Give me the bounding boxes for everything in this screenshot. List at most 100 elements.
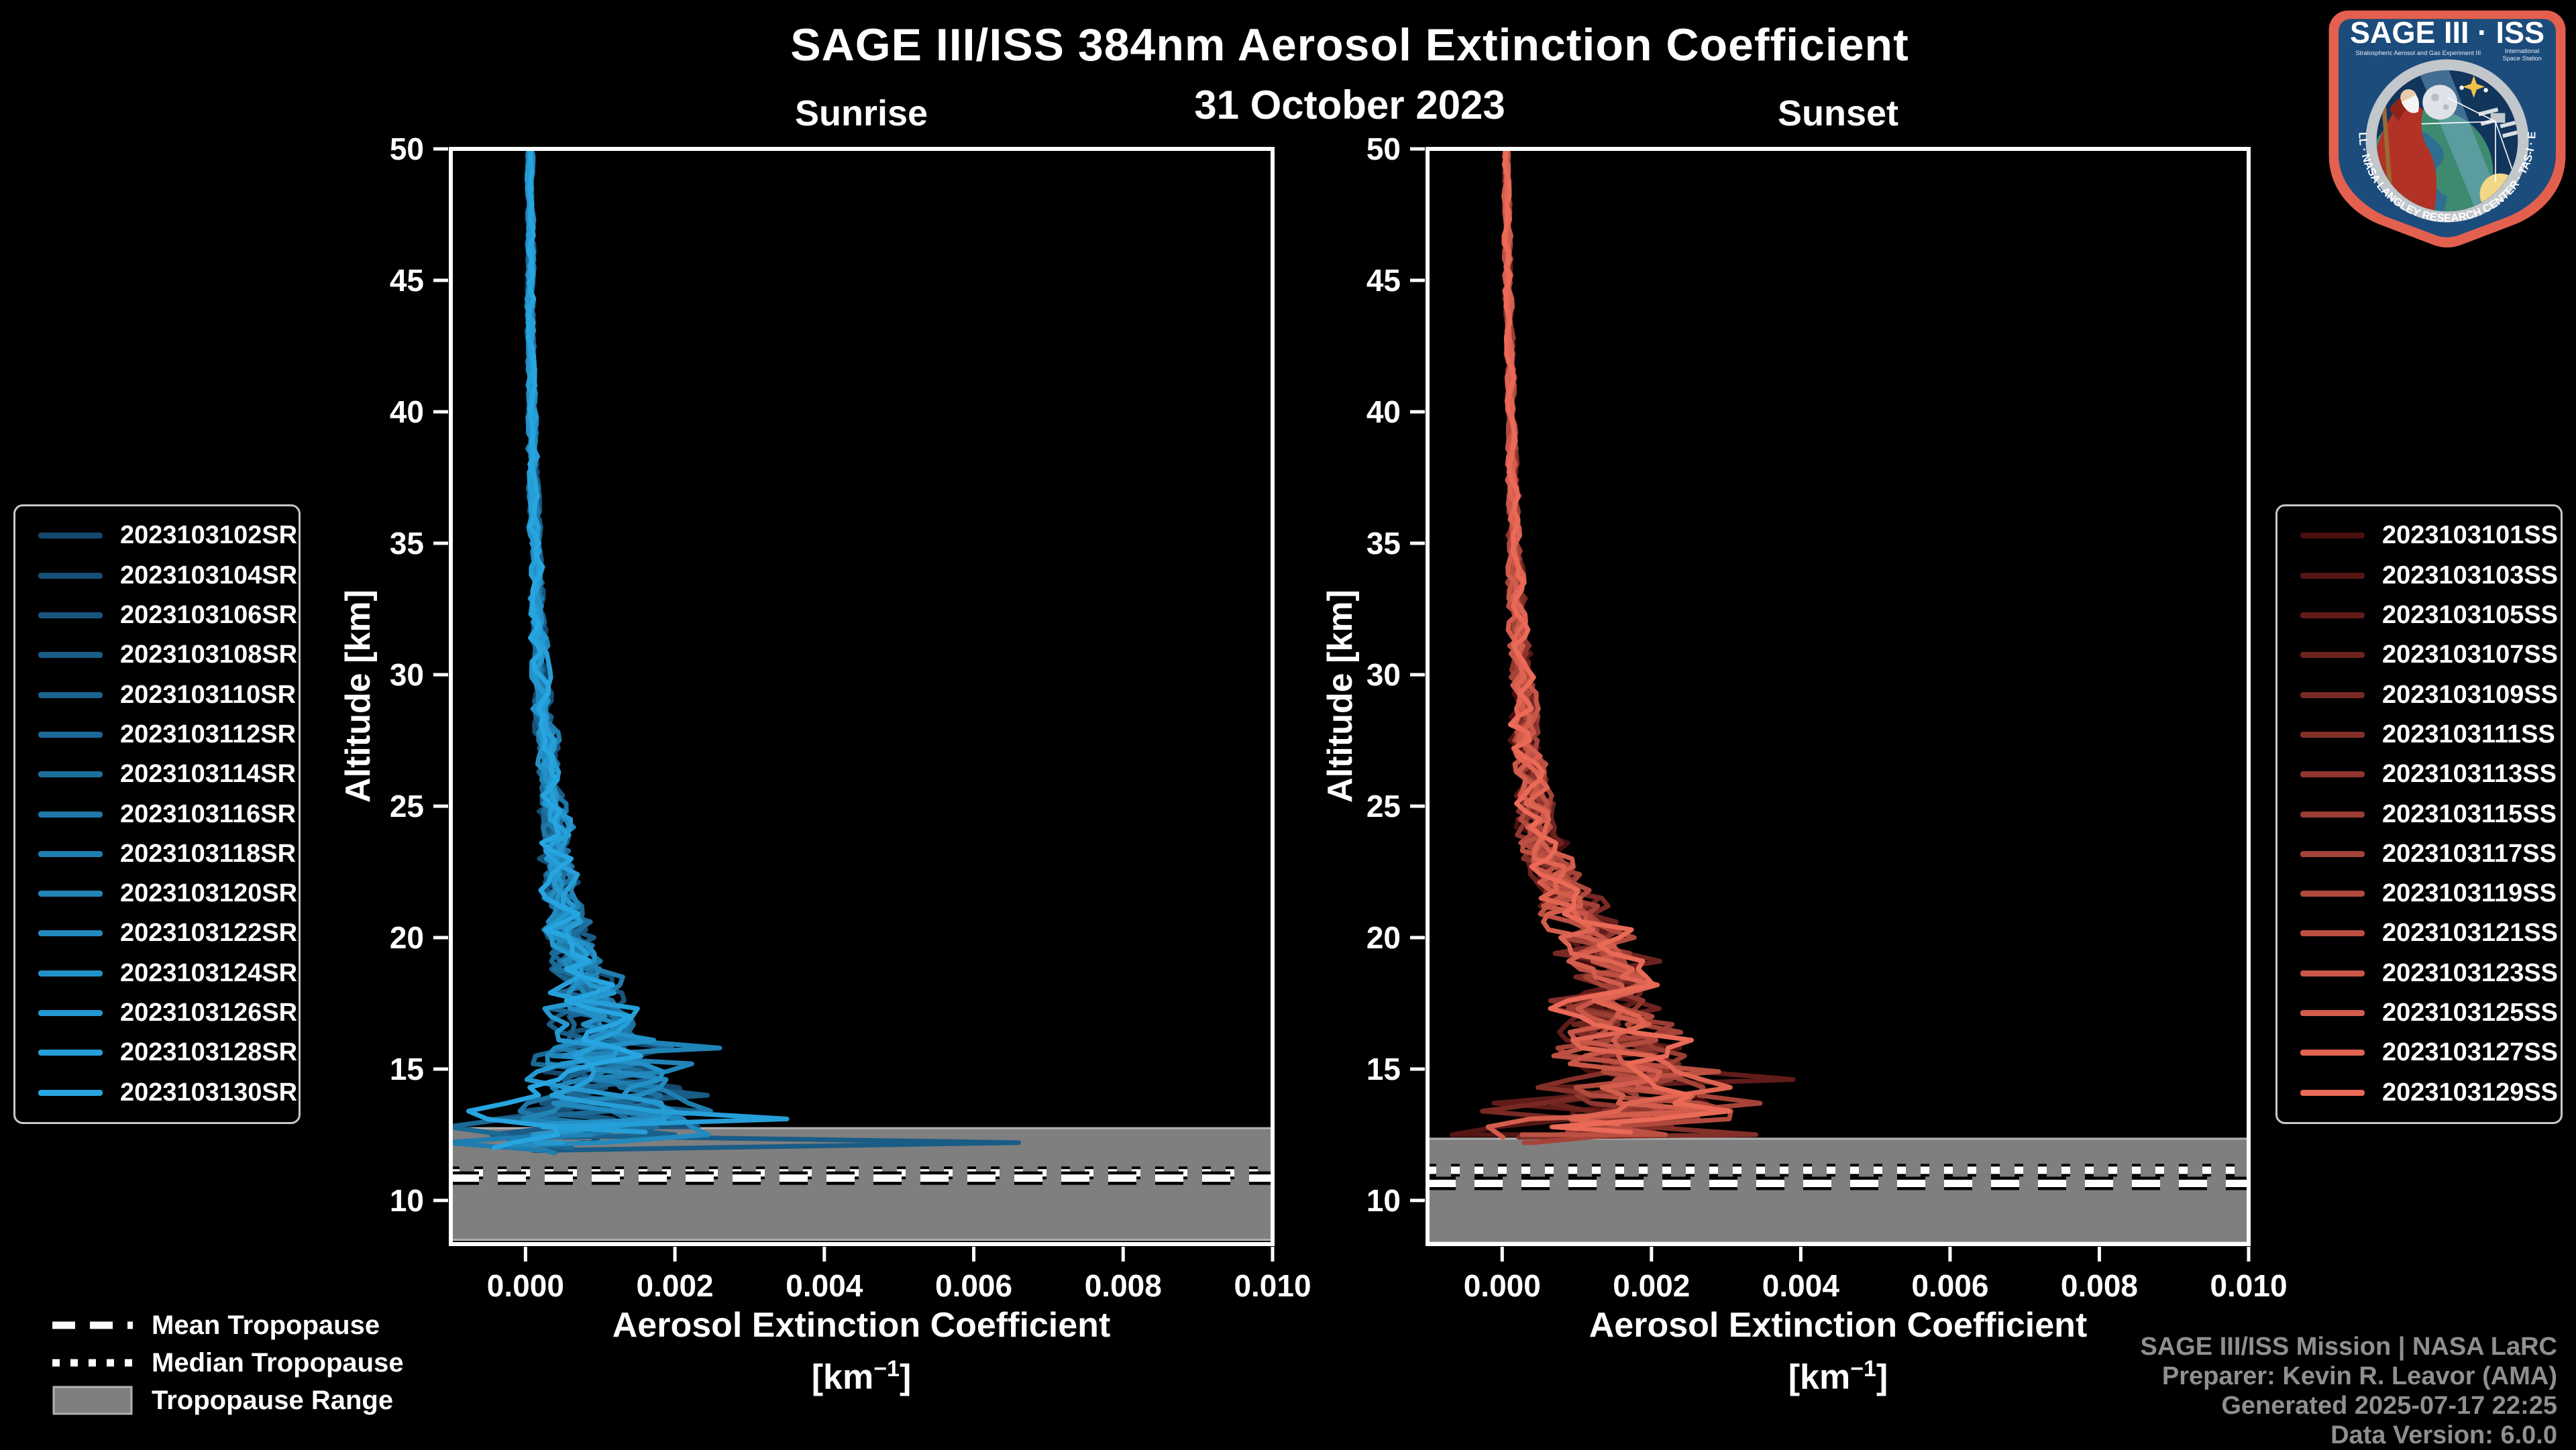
logo-star-dot — [2459, 85, 2464, 91]
legend-item-label: 2023103114SR — [120, 760, 297, 789]
legend-sunset: 2023103101SS 2023103103SS 2023103105SS 2023… — [2275, 504, 2563, 1124]
legend-item-label: 2023103119SS — [2382, 879, 2557, 908]
legend-item-2023103127SS: 2023103127SS — [2277, 1038, 2561, 1067]
legend-item-2023103119SS: 2023103119SS — [2277, 879, 2561, 908]
x-tick-label: 0.002 — [637, 1268, 714, 1303]
x-tick-label: 0.010 — [2210, 1268, 2287, 1303]
legend-item-2023103111SS: 2023103111SS — [2277, 720, 2561, 749]
legend-item-label: 2023103104SR — [120, 561, 298, 590]
main-title: SAGE III/ISS 384nm Aerosol Extinction Co… — [790, 19, 1909, 70]
legend-item-label: 2023103105SS — [2382, 600, 2559, 629]
legend-item-2023103112SR: 2023103112SR — [15, 720, 299, 749]
mean-tropopause-label: Mean Tropopause — [152, 1310, 380, 1340]
legend-line-swatch — [2300, 1050, 2365, 1056]
logo-star — [2463, 75, 2485, 98]
legend-item-2023103121SS: 2023103121SS — [2277, 919, 2561, 948]
legend-item-2023103110SR: 2023103110SR — [15, 681, 299, 710]
legend-line-swatch — [2300, 970, 2365, 977]
logo-moon — [2422, 85, 2458, 120]
legend-line-swatch — [38, 533, 103, 539]
unit-exponent: −1 — [873, 1356, 900, 1382]
unit-prefix: [km — [811, 1357, 874, 1397]
x-axis-label-sunset: Aerosol Extinction Coefficient — [1589, 1306, 2088, 1345]
legend-item-2023103105SS: 2023103105SS — [2277, 601, 2561, 630]
panel-title-sunrise: Sunrise — [794, 93, 928, 133]
panel-sunset: 0.000 0.002 0.004 0.006 0.008 0.010 50 45 40 35 30… — [1366, 131, 2288, 1303]
median-tropopause-label: Median Tropopause — [152, 1347, 404, 1378]
legend-item-2023103130SR: 2023103130SR — [15, 1078, 299, 1107]
legend-item-2023103113SS: 2023103113SS — [2277, 760, 2561, 789]
x-axis-units-sunset: [km−1] — [1788, 1356, 1888, 1397]
legend-line-swatch — [38, 731, 103, 738]
y-tick-label: 15 — [1366, 1052, 1401, 1086]
legend-line-swatch — [2300, 891, 2365, 897]
legend-sunrise: 2023103102SR 2023103104SR 2023103106SR 2023… — [13, 504, 301, 1124]
legend-item-2023103115SS: 2023103115SS — [2277, 800, 2561, 829]
legend-item-label: 2023103122SR — [120, 919, 298, 948]
tropopause-range-band — [1426, 1137, 2250, 1244]
legend-line-swatch — [2300, 771, 2365, 778]
legend-item-2023103129SS: 2023103129SS — [2277, 1078, 2561, 1107]
profile-line-2023103129SS — [1502, 149, 1732, 1135]
panel-title-sunset: Sunset — [1777, 93, 1899, 133]
x-axis-label-sunrise: Aerosol Extinction Coefficient — [612, 1306, 1111, 1345]
date-subtitle: 31 October 2023 — [1194, 82, 1505, 127]
legend-line-swatch — [38, 1010, 103, 1017]
x-tick-label: 0.008 — [1085, 1268, 1162, 1303]
y-tick-label: 30 — [1366, 657, 1401, 692]
legend-line-swatch — [38, 811, 103, 818]
x-tick-label: 0.002 — [1613, 1268, 1690, 1303]
y-tick-label: 45 — [1366, 263, 1401, 298]
y-tick-label: 25 — [390, 789, 424, 824]
panel-sunrise: 0.000 0.002 0.004 0.006 0.008 0.010 50 45 40 35 30… — [390, 131, 1311, 1303]
legend-item-label: 2023103125SS — [2382, 999, 2559, 1027]
mean-tropopause-sample-line — [52, 1321, 133, 1329]
y-tick-label: 50 — [1366, 131, 1401, 166]
x-tick-label: 0.000 — [487, 1268, 564, 1303]
credit-generated: Generated 2025-07-17 22:25 — [2221, 1392, 2557, 1420]
legend-line-swatch — [2300, 811, 2365, 818]
legend-item-label: 2023103116SR — [120, 799, 297, 828]
profile-line-2023103120SR — [521, 149, 722, 1137]
legend-item-2023103107SS: 2023103107SS — [2277, 640, 2561, 669]
x-tick-label: 0.000 — [1464, 1268, 1541, 1303]
x-tick-label: 0.010 — [1234, 1268, 1311, 1303]
legend-line-swatch — [2300, 930, 2365, 937]
profile-line-2023103130SR — [466, 149, 643, 1150]
legend-line-swatch — [38, 850, 103, 857]
credit-data-version: Data Version: 6.0.0 — [2330, 1421, 2557, 1449]
y-tick-label: 35 — [1366, 526, 1401, 561]
legend-item-label: 2023103111SS — [2382, 720, 2555, 748]
legend-item-label: 2023103124SR — [120, 958, 298, 987]
y-axis-label-sunrise: Altitude [km] — [339, 590, 378, 803]
legend-item-2023103102SR: 2023103102SR — [15, 521, 299, 550]
legend-item-label: 2023103127SS — [2382, 1038, 2559, 1067]
legend-item-2023103118SR: 2023103118SR — [15, 840, 299, 869]
legend-item-label: 2023103112SR — [120, 720, 297, 748]
y-tick-label: 25 — [1366, 789, 1401, 824]
legend-item-2023103101SS: 2023103101SS — [2277, 521, 2561, 550]
legend-item-2023103122SR: 2023103122SR — [15, 919, 299, 948]
legend-item-label: 2023103120SR — [120, 879, 298, 908]
legend-line-swatch — [2300, 533, 2365, 539]
x-tick-label: 0.004 — [1762, 1268, 1840, 1303]
unit-suffix: ] — [1876, 1357, 1888, 1397]
legend-line-swatch — [2300, 572, 2365, 579]
legend-item-label: 2023103113SS — [2382, 760, 2557, 789]
x-tick-label: 0.004 — [786, 1268, 863, 1303]
legend-item-2023103128SR: 2023103128SR — [15, 1038, 299, 1067]
legend-line-swatch — [2300, 1010, 2365, 1017]
x-tick-label: 0.006 — [935, 1268, 1012, 1303]
legend-item-2023103126SR: 2023103126SR — [15, 999, 299, 1027]
median-tropopause-legend-row: Median Tropopause — [52, 1344, 404, 1382]
legend-item-2023103125SS: 2023103125SS — [2277, 999, 2561, 1027]
y-tick-label: 15 — [390, 1052, 424, 1086]
y-tick-label: 20 — [1366, 920, 1401, 955]
logo-star-dot — [2483, 88, 2488, 93]
legend-line-swatch — [38, 930, 103, 937]
legend-line-swatch — [2300, 612, 2365, 618]
x-axis-units-sunrise: [km−1] — [812, 1356, 912, 1397]
legend-line-swatch — [38, 771, 103, 778]
legend-item-2023103108SR: 2023103108SR — [15, 640, 299, 669]
legend-item-label: 2023103103SS — [2382, 561, 2559, 590]
